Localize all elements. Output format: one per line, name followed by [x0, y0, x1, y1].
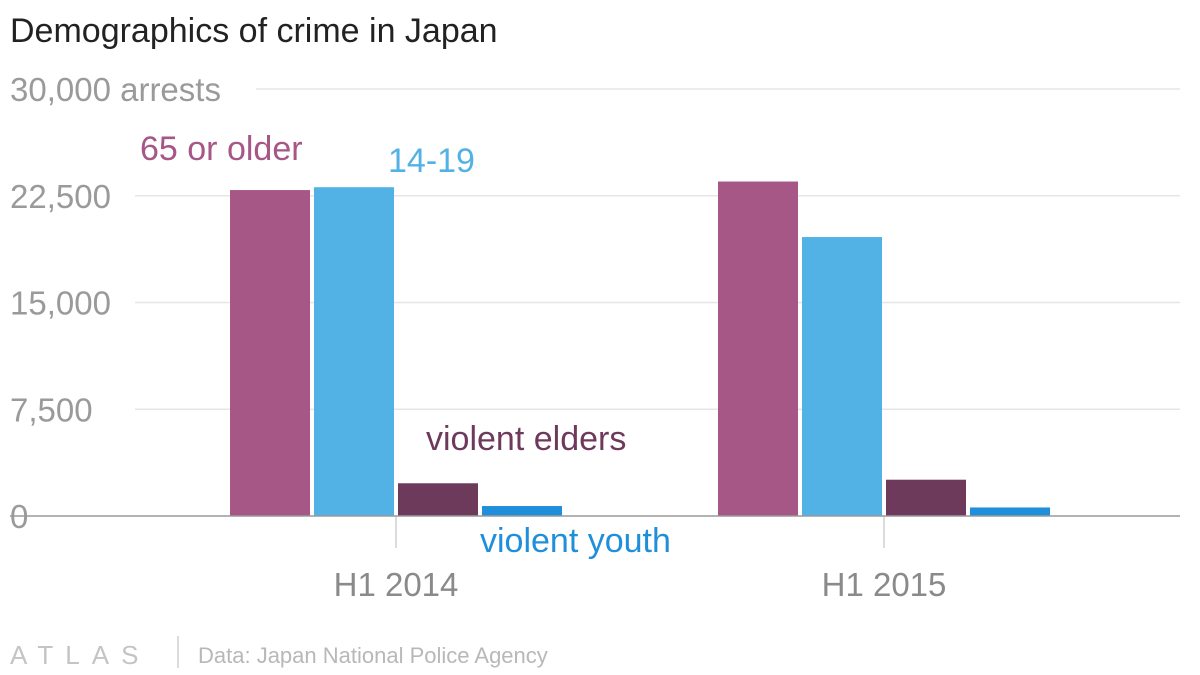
series-label-65-or-older: 65 or older [140, 130, 303, 168]
atlas-logo-icon: ATLAS [10, 640, 150, 670]
bar-violent-elders-h1-2015 [886, 479, 966, 516]
series-label-14-19: 14-19 [388, 142, 475, 180]
bar-65-or-older-h1-2015 [718, 181, 798, 516]
bars [230, 181, 1050, 516]
series-label-violent-youth: violent youth [480, 522, 671, 560]
source-note: Data: Japan National Police Agency [198, 643, 548, 668]
chart-title: Demographics of crime in Japan [10, 12, 498, 50]
bar-14-19-h1-2014 [314, 187, 394, 516]
bar-violent-youth-h1-2015 [970, 507, 1050, 516]
y-tick-label: 15,000 [10, 285, 111, 322]
x-tick-label: H1 2014 [334, 566, 459, 603]
bar-14-19-h1-2015 [802, 237, 882, 516]
series-labels: 65 or older 14-19 violent elders violent yo… [140, 130, 671, 560]
bar-violent-youth-h1-2014 [482, 506, 562, 516]
footer: ATLAS Data: Japan National Police Agency [10, 636, 548, 670]
bar-65-or-older-h1-2014 [230, 190, 310, 516]
bar-violent-elders-h1-2014 [398, 483, 478, 516]
y-tick-label: 22,500 [10, 178, 111, 215]
x-tick-label: H1 2015 [822, 566, 947, 603]
y-tick-label: 30,000 arrests [10, 71, 221, 108]
x-axis-ticks: H1 2014 H1 2015 [334, 516, 947, 603]
series-label-violent-elders: violent elders [426, 420, 626, 458]
y-tick-label: 7,500 [10, 391, 93, 428]
